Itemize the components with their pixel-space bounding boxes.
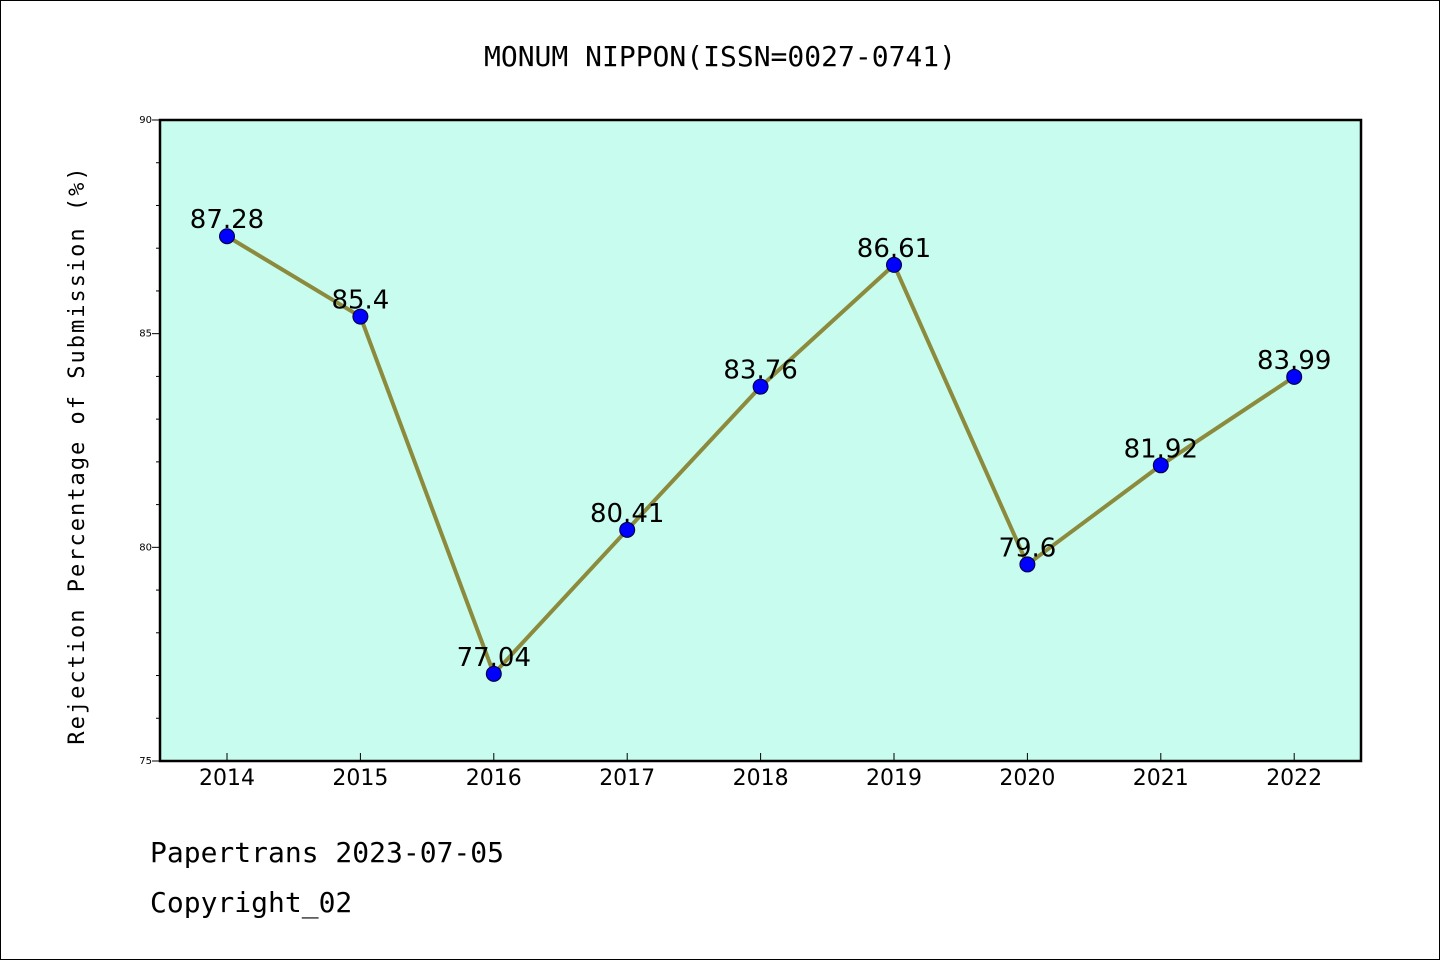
data-label: 87.28 <box>190 205 264 235</box>
data-label: 77.04 <box>457 643 531 673</box>
chart-title: MONUM NIPPON(ISSN=0027-0741) <box>484 40 956 73</box>
plot-area <box>158 118 1363 763</box>
data-point-marker <box>1152 457 1169 474</box>
data-label: 86.61 <box>857 234 931 264</box>
data-label: 80.41 <box>590 499 664 529</box>
data-label: 79.6 <box>998 533 1056 563</box>
x-tick-label: 2015 <box>332 766 388 791</box>
y-axis-label: Rejection Percentage of Submission (%) <box>65 165 90 744</box>
x-tick-label: 2020 <box>999 766 1055 791</box>
data-point-marker <box>619 521 636 538</box>
y-tick-label: 85 <box>139 329 152 340</box>
x-tick-label: 2017 <box>599 766 655 791</box>
x-tick-label: 2019 <box>866 766 922 791</box>
data-label: 85.4 <box>331 286 389 316</box>
data-labels: 87.28 85.4 77.04 80.41 83.76 86.61 79.6 81.92 83… <box>190 205 1332 673</box>
x-tick-label: 2021 <box>1133 766 1189 791</box>
data-point-marker <box>485 665 502 682</box>
data-points <box>219 228 1303 682</box>
x-tick-label: 2014 <box>199 766 255 791</box>
data-label: 83.99 <box>1257 346 1331 376</box>
y-tick-label: 80 <box>139 542 152 553</box>
y-tick-label: 75 <box>139 756 152 767</box>
data-label: 83.76 <box>723 356 797 386</box>
x-tick-label: 2016 <box>466 766 522 791</box>
y-axis-ticks: 75 80 85 90 <box>139 115 160 767</box>
data-point-marker <box>886 256 902 273</box>
footer-copyright-text: Copyright_02 <box>150 886 353 919</box>
x-tick-label: 2018 <box>733 766 789 791</box>
data-point-marker <box>1286 368 1303 385</box>
y-tick-label: 90 <box>139 115 152 126</box>
data-point-marker <box>219 228 235 245</box>
data-point-marker <box>352 308 369 325</box>
x-tick-label: 2022 <box>1266 766 1322 791</box>
footer-date-text: Papertrans 2023-07-05 <box>150 836 505 869</box>
data-label: 81.92 <box>1124 434 1198 464</box>
x-axis-ticks: 2014 2015 2016 2017 2018 2019 2020 2021 2022 <box>199 753 1322 791</box>
data-point-marker <box>752 378 769 395</box>
data-point-marker <box>1019 556 1036 573</box>
